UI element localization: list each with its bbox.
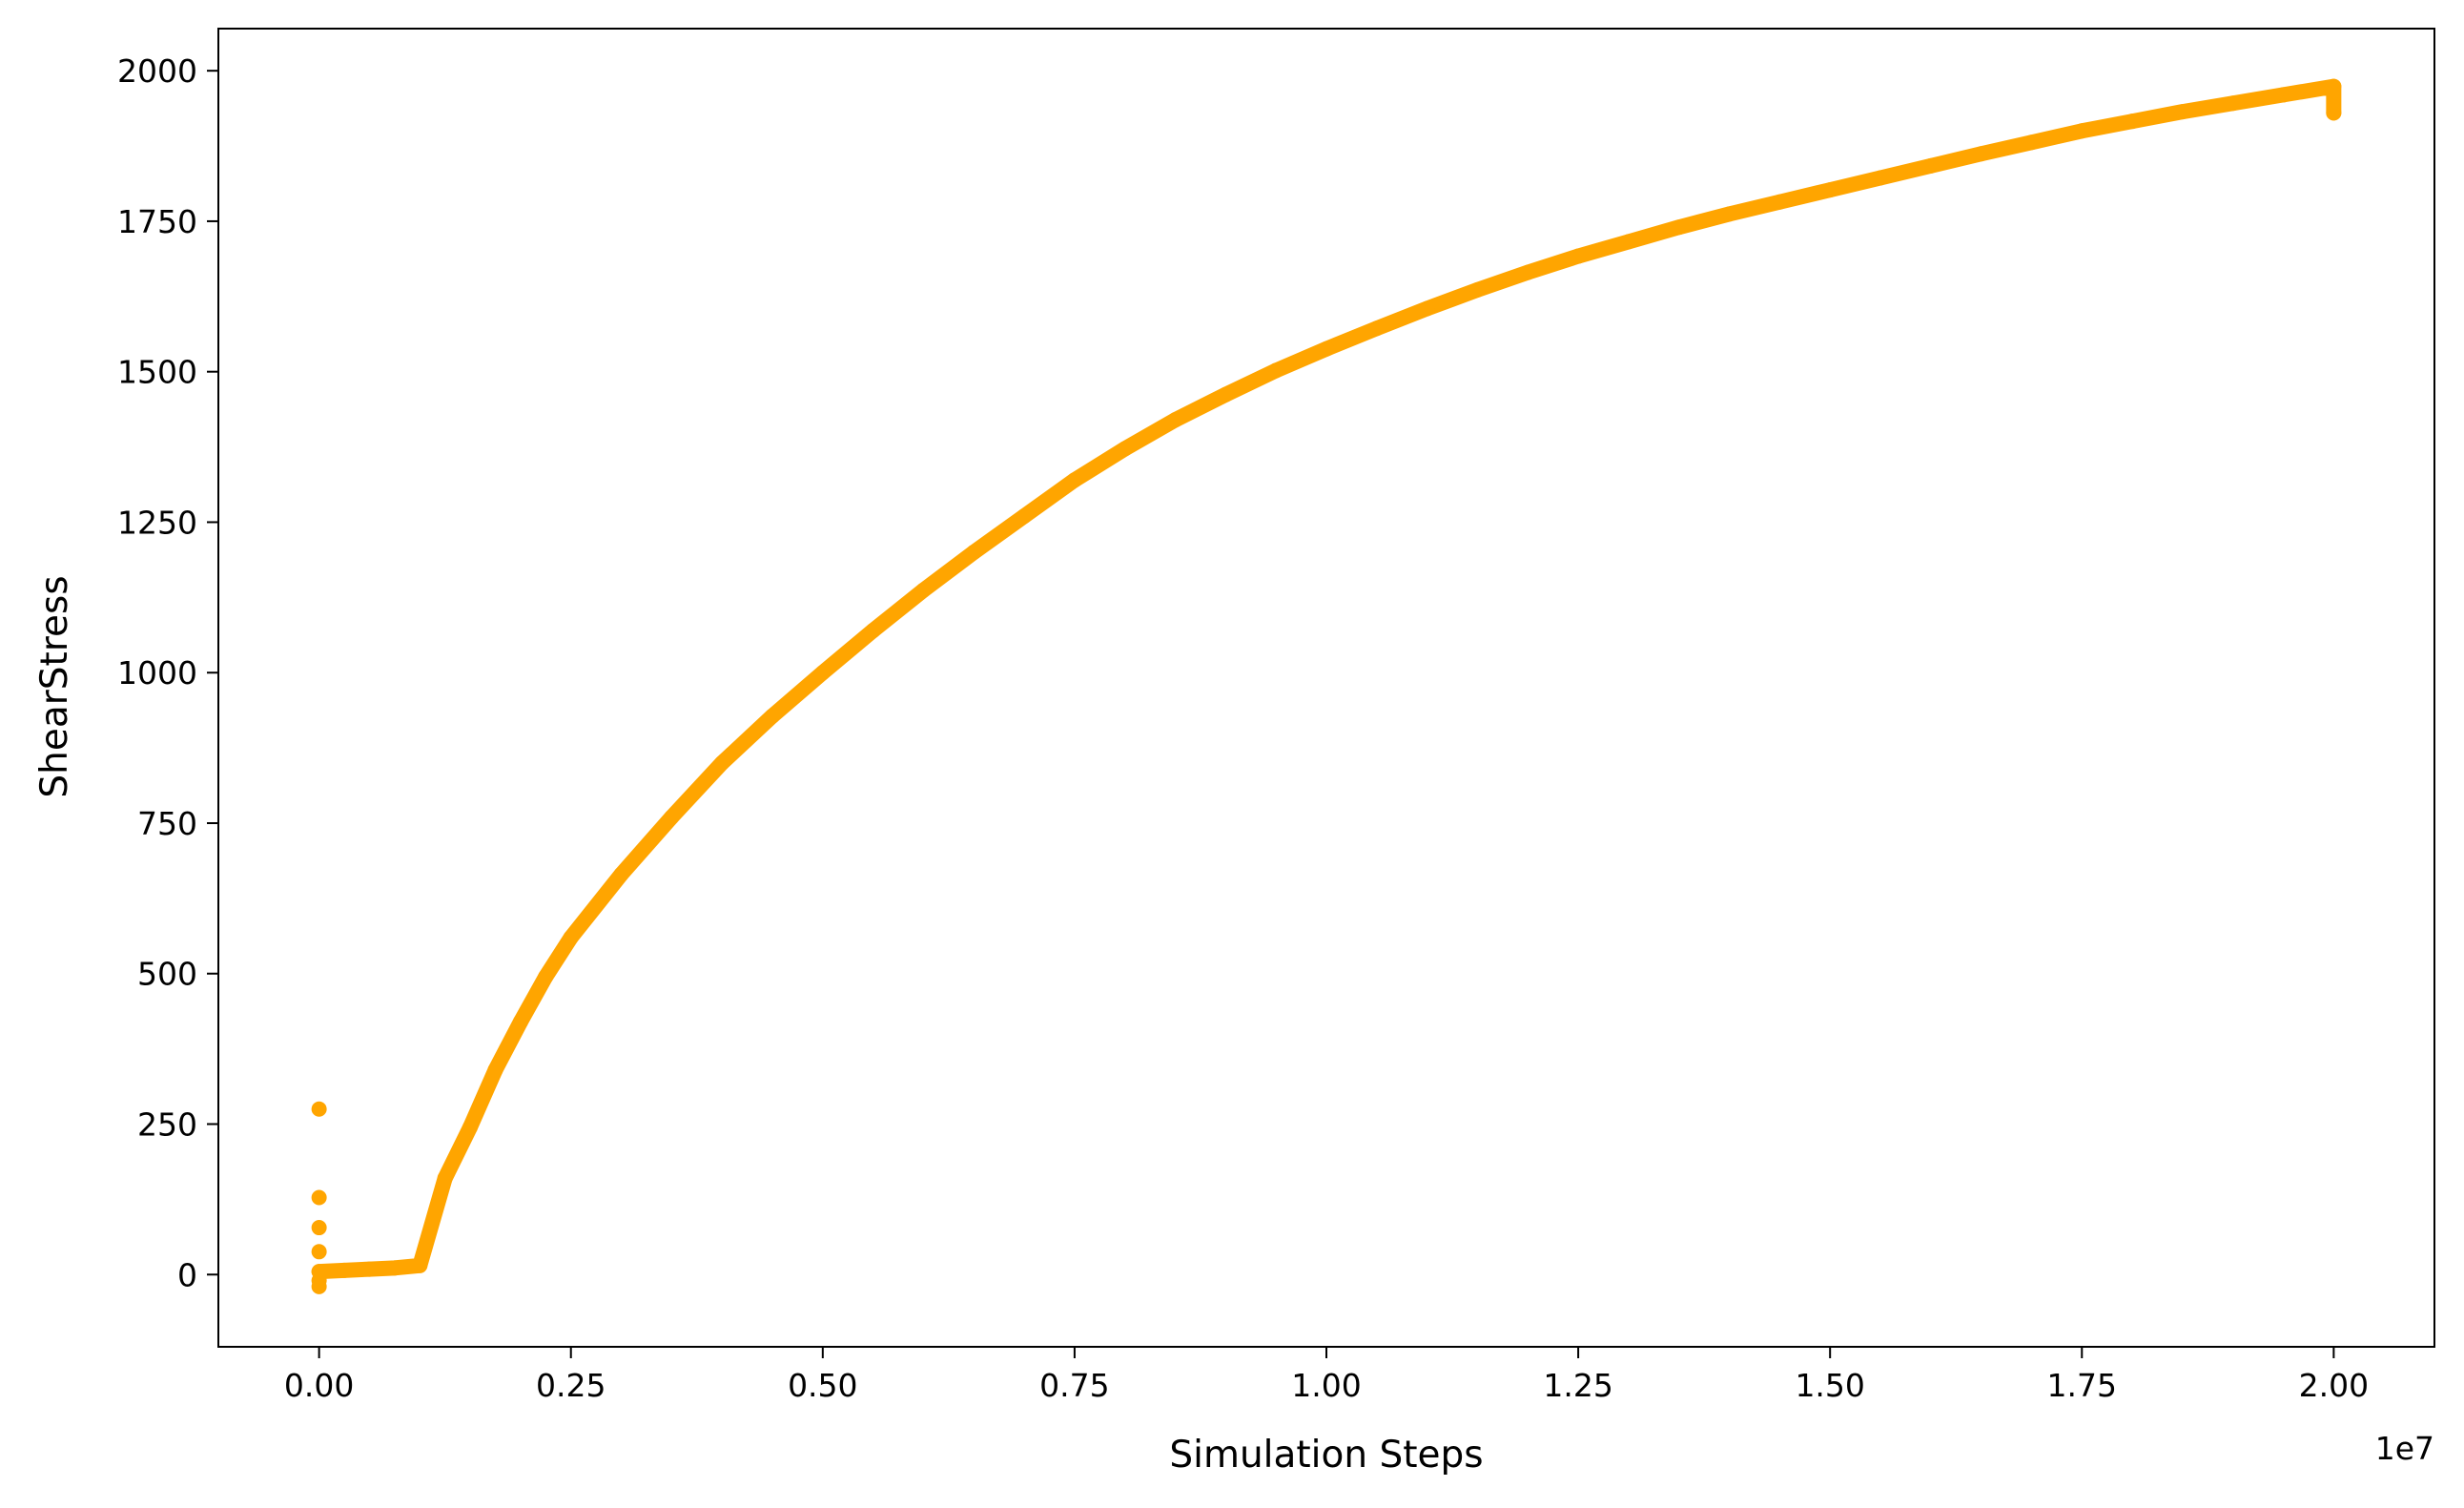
x-tick-label: 0.75 (1039, 1367, 1109, 1404)
y-tick-label: 1250 (117, 504, 197, 541)
data-point (311, 1101, 327, 1117)
data-point (2023, 134, 2040, 151)
data-point (1520, 264, 1536, 280)
data-point (2326, 105, 2342, 121)
x-tick-label: 2.00 (2299, 1367, 2369, 1404)
data-point (1620, 234, 1636, 250)
data-point (664, 809, 680, 825)
data-point (386, 1260, 402, 1276)
data-point (487, 1062, 503, 1078)
data-point (1772, 194, 1788, 210)
data-point (2275, 87, 2291, 103)
data-point (311, 1264, 327, 1280)
data-point (1671, 219, 1687, 236)
data-point (1822, 182, 1838, 198)
data-point (1218, 386, 1234, 403)
y-tick-label: 250 (137, 1106, 197, 1144)
data-point (311, 1244, 327, 1260)
y-tick-label: 1500 (117, 354, 197, 391)
x-tick-label: 1.50 (1795, 1367, 1864, 1404)
data-point (1721, 206, 1737, 222)
data-point (2125, 114, 2141, 130)
data-point (1922, 157, 1939, 174)
data-point (1973, 146, 1989, 162)
data-point (1469, 281, 1486, 298)
y-tick-label: 2000 (117, 52, 197, 90)
data-point (1016, 508, 1033, 525)
data-point (311, 1220, 327, 1236)
data-point (865, 623, 881, 639)
data-point (361, 1261, 378, 1277)
x-tick-label: 0.25 (536, 1367, 606, 1404)
data-point (1571, 248, 1587, 264)
data-point (462, 1119, 479, 1135)
data-point (2074, 123, 2090, 139)
x-offset-label: 1e7 (2375, 1430, 2434, 1467)
data-point (1368, 320, 1385, 337)
data-point (2174, 104, 2190, 120)
data-point (311, 1189, 327, 1206)
data-point (437, 1170, 453, 1187)
y-tick-label: 1000 (117, 654, 197, 692)
data-point (814, 665, 831, 681)
y-tick-label: 0 (177, 1256, 197, 1293)
data-point (2326, 78, 2342, 94)
x-tick-label: 0.00 (284, 1367, 354, 1404)
data-point (412, 1257, 428, 1273)
data-point (765, 708, 780, 724)
data-point (1873, 170, 1888, 186)
plot-frame (217, 28, 2435, 1348)
data-point (337, 1262, 353, 1278)
x-tick-label: 1.75 (2047, 1367, 2117, 1404)
y-tick-label: 500 (137, 956, 197, 993)
data-point (512, 1014, 528, 1030)
data-point (966, 545, 982, 561)
data-point (1167, 412, 1183, 428)
data-point (613, 866, 629, 882)
y-tick-label: 750 (137, 805, 197, 842)
x-tick-label: 1.00 (1291, 1367, 1361, 1404)
data-point (563, 929, 579, 945)
data-point (1268, 362, 1284, 379)
data-point (915, 582, 932, 598)
x-axis-label: Simulation Steps (1169, 1434, 1483, 1477)
y-axis-label: ShearStress (33, 575, 76, 797)
data-point (1117, 441, 1133, 457)
data-point (1319, 341, 1334, 357)
x-tick-label: 1.25 (1543, 1367, 1612, 1404)
y-tick-label: 1750 (117, 203, 197, 240)
data-point (538, 968, 554, 984)
data-point (2225, 95, 2241, 112)
x-tick-label: 0.50 (788, 1367, 857, 1404)
data-point (1066, 472, 1082, 488)
data-point (714, 754, 730, 771)
data-point (1419, 300, 1435, 317)
